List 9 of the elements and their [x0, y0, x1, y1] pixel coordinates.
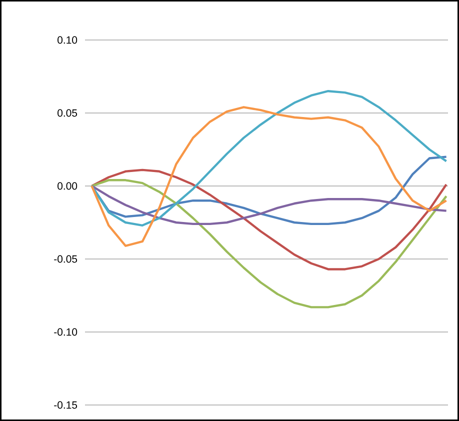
y-tick-label: 0.10 — [58, 36, 78, 44]
line-series — [90, 179, 448, 308]
line-series — [90, 106, 448, 247]
y-tick-label: 0.05 — [58, 109, 78, 117]
y-tick-label: -0.05 — [54, 255, 78, 263]
y-tick-label: -0.15 — [54, 401, 78, 409]
y-tick-label: -0.10 — [54, 328, 78, 336]
line-series — [90, 168, 448, 270]
y-tick-label: 0.00 — [58, 182, 78, 190]
